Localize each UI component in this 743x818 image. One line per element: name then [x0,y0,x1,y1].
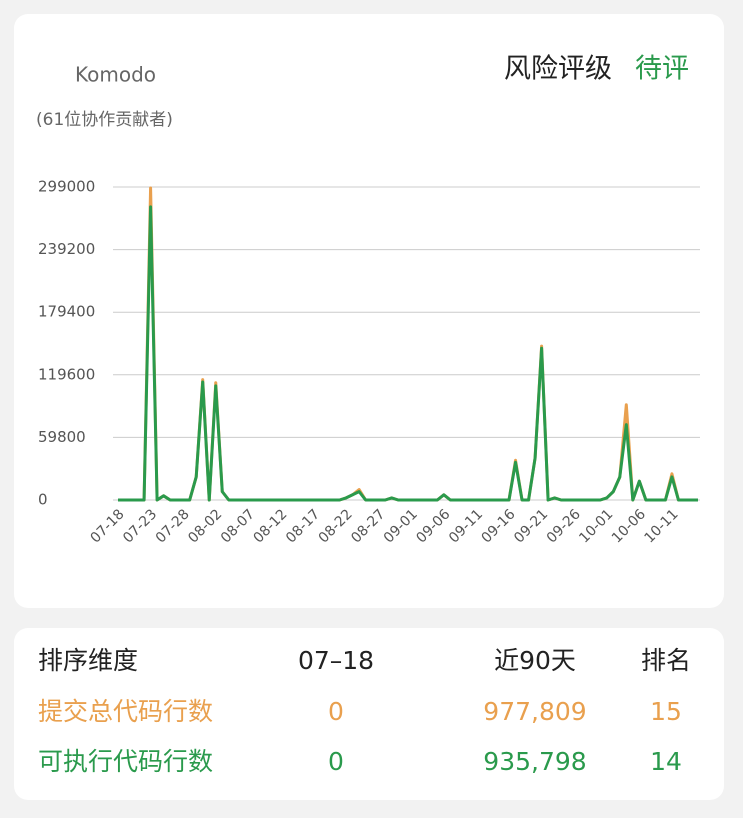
table-cell: 可执行代码行数 [38,747,213,776]
table-header: 07–18 [298,646,374,675]
table-header: 排名 [641,646,691,675]
table-cell: 提交总代码行数 [38,697,213,726]
series-line [118,205,698,502]
table-cell: 977,809 [483,697,586,726]
table-header: 排序维度 [38,646,138,675]
y-tick-label: 59800 [38,428,86,446]
y-tick-label: 239200 [38,240,95,258]
subtitle: (61位协作贡献者) [36,110,173,130]
table-cell: 14 [650,747,682,776]
y-tick-label: 0 [38,491,48,509]
project-name: Komodo [75,63,156,87]
y-tick-label: 179400 [38,303,95,321]
table-cell: 0 [328,747,344,776]
risk-value: 待评 [635,54,689,85]
table-cell: 15 [650,697,682,726]
risk-label: 风险评级 [504,54,612,85]
y-tick-label: 119600 [38,365,95,383]
table-cell: 0 [328,697,344,726]
table-header: 近90天 [494,646,576,675]
y-tick-label: 299000 [38,178,95,196]
table-card [14,628,724,800]
table-cell: 935,798 [483,747,586,776]
